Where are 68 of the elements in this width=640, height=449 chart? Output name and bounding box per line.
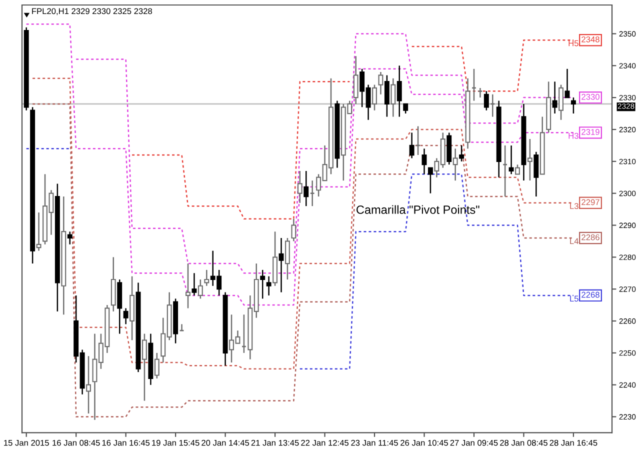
- candlestick: [266, 276, 272, 296]
- candlestick: [284, 237, 290, 280]
- candlestick: [291, 218, 296, 242]
- x-tick-label: 16 Jan 08:45: [52, 440, 100, 446]
- candlestick: [459, 144, 464, 162]
- data-label: 2348: [582, 36, 600, 42]
- x-tick-label: 27 Jan 09:45: [450, 440, 498, 446]
- candlestick: [508, 144, 514, 175]
- candlestick: [297, 170, 302, 204]
- candlestick: [534, 151, 539, 198]
- candlestick: [478, 87, 483, 98]
- candlestick: [278, 237, 284, 293]
- x-tick-label: 16 Jan 16:45: [102, 440, 150, 446]
- candlestick: [353, 55, 358, 105]
- candlestick: [570, 96, 576, 114]
- chart-title: FPL20,H1 2329 2330 2325 2328: [32, 8, 152, 16]
- legend-label: L4: [570, 238, 578, 244]
- x-tick-label: 21 Jan 13:45: [251, 440, 299, 446]
- candlestick: [154, 352, 160, 380]
- candlestick: [484, 90, 489, 111]
- candlestick: [198, 278, 203, 300]
- data-label: 2286: [582, 234, 600, 240]
- candlestick: [390, 78, 396, 118]
- candlestick: [372, 84, 377, 111]
- candlestick: [403, 103, 408, 114]
- candlestick: [123, 308, 128, 325]
- x-tick-label: 15 Jan 2015: [4, 440, 49, 446]
- x-tick-label: 23 Jan 11:45: [351, 440, 398, 446]
- x-tick-label: 28 Jan 16:45: [550, 440, 598, 446]
- candlestick: [515, 164, 520, 175]
- data-label: 2268: [582, 292, 600, 298]
- candlestick: [396, 65, 402, 118]
- candlestick: [304, 170, 309, 207]
- candlestick: [452, 148, 458, 182]
- x-tick-label: 26 Jan 10:45: [400, 440, 448, 446]
- candlestick: [186, 262, 190, 309]
- x-tick-label: 19 Jan 15:45: [152, 440, 200, 446]
- candlestick: [192, 272, 197, 296]
- candlestick: [428, 167, 433, 194]
- candlestick: [179, 324, 184, 332]
- candlestick: [502, 144, 508, 198]
- candlestick: [384, 74, 390, 118]
- candlestick: [527, 138, 532, 182]
- x-tick-label: 20 Jan 14:45: [202, 440, 250, 446]
- x-tick-label: 28 Jan 08:45: [500, 440, 548, 446]
- candlestick: [552, 80, 558, 114]
- candlestick: [260, 269, 266, 300]
- candlestick: [422, 148, 427, 175]
- candlestick: [36, 212, 42, 252]
- annotation: Camarilla "Pivot Points": [356, 205, 480, 214]
- legend-label: H3: [568, 132, 578, 139]
- candlestick: [378, 71, 384, 95]
- legend-label: L3: [570, 203, 578, 210]
- data-label: 2297: [582, 199, 600, 206]
- candlestick: [67, 230, 72, 246]
- candlestick: [204, 269, 210, 287]
- candlestick: [142, 333, 147, 402]
- candlestick: [409, 132, 414, 159]
- candlestick: [310, 180, 315, 207]
- x-tick-label: 22 Jan 12:45: [301, 440, 349, 446]
- legend-label: H5: [568, 40, 578, 46]
- legend-label: L5: [570, 296, 578, 302]
- candlestick: [86, 355, 92, 414]
- candlestick: [558, 84, 564, 121]
- data-label: 2330: [582, 94, 600, 100]
- candlestick: [415, 126, 421, 156]
- data-label: 2319: [582, 129, 600, 135]
- candlestick: [564, 68, 570, 98]
